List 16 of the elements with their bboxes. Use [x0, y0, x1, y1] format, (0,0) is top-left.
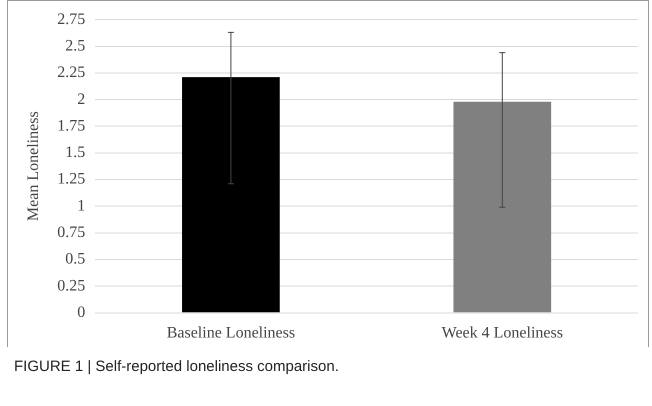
y-tick-label: 2.25: [57, 64, 86, 82]
y-tick-label: 0.75: [57, 224, 86, 242]
y-tick-label: 0.25: [57, 277, 86, 294]
y-axis-title: Mean Loneliness: [24, 111, 42, 222]
y-tick-label: 1: [77, 197, 86, 214]
x-tick-label: Week 4 Loneliness: [442, 324, 563, 342]
y-tick-label: 2.5: [65, 37, 86, 54]
y-tick-label: 0.5: [65, 250, 86, 268]
y-tick-label: 1.5: [65, 144, 86, 162]
y-tick-label: 2.75: [57, 10, 86, 28]
y-tick-label: 1.25: [57, 170, 86, 188]
y-tick-label: 2: [77, 90, 86, 108]
y-tick-label: 0: [77, 304, 86, 322]
caption: FIGURE 1 | Self-reported loneliness comparison.: [14, 358, 339, 375]
x-tick-label: Baseline Loneliness: [166, 324, 296, 342]
y-tick-label: 1.75: [57, 117, 86, 134]
